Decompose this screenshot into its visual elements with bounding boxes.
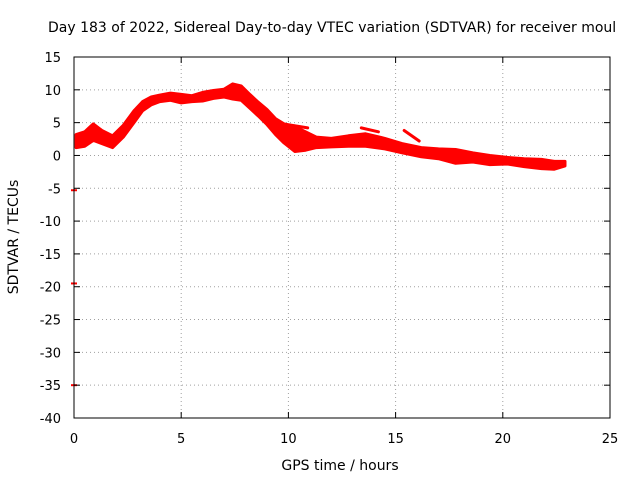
x-axis-label: GPS time / hours bbox=[281, 458, 398, 474]
x-tick-label: 0 bbox=[70, 432, 78, 447]
y-tick-label: 0 bbox=[53, 149, 61, 164]
plot-frame bbox=[73, 56, 611, 419]
sdtvar-band bbox=[74, 82, 567, 171]
y-tick-label: -30 bbox=[40, 346, 61, 361]
chart-title: Day 183 of 2022, Sidereal Day-to-day VTE… bbox=[48, 20, 616, 36]
x-tick-label: 5 bbox=[177, 432, 185, 447]
sdtvar-trace bbox=[359, 126, 380, 134]
x-tick-label: 10 bbox=[280, 432, 297, 447]
y-tick-label: -20 bbox=[40, 281, 61, 296]
y-tick-label: 15 bbox=[44, 51, 61, 66]
y-tick-label: -40 bbox=[40, 412, 61, 427]
sdtvar-trace bbox=[278, 121, 310, 130]
y-tick-label: -10 bbox=[40, 215, 61, 230]
gridlines bbox=[74, 57, 610, 418]
y-tick-label: 10 bbox=[44, 84, 61, 99]
y-tick-label: -35 bbox=[40, 379, 61, 394]
x-tick-label: 15 bbox=[387, 432, 404, 447]
series-sdtvar bbox=[71, 82, 567, 387]
x-tick-label: 20 bbox=[495, 432, 512, 447]
y-tick-label: -25 bbox=[40, 314, 61, 329]
y-tick-label: 5 bbox=[53, 117, 61, 132]
y-tick-label: -5 bbox=[48, 182, 61, 197]
sdtvar-trace bbox=[402, 129, 421, 143]
axis-ticks: 0 5 10 15 20 25 -40 -35 -30 -25 -20 -15 -10 -5 0 5 10 15 bbox=[40, 51, 619, 447]
y-axis-label: SDTVAR / TECUs bbox=[6, 180, 22, 295]
y-tick-label: -15 bbox=[40, 248, 61, 263]
x-tick-label: 25 bbox=[602, 432, 619, 447]
